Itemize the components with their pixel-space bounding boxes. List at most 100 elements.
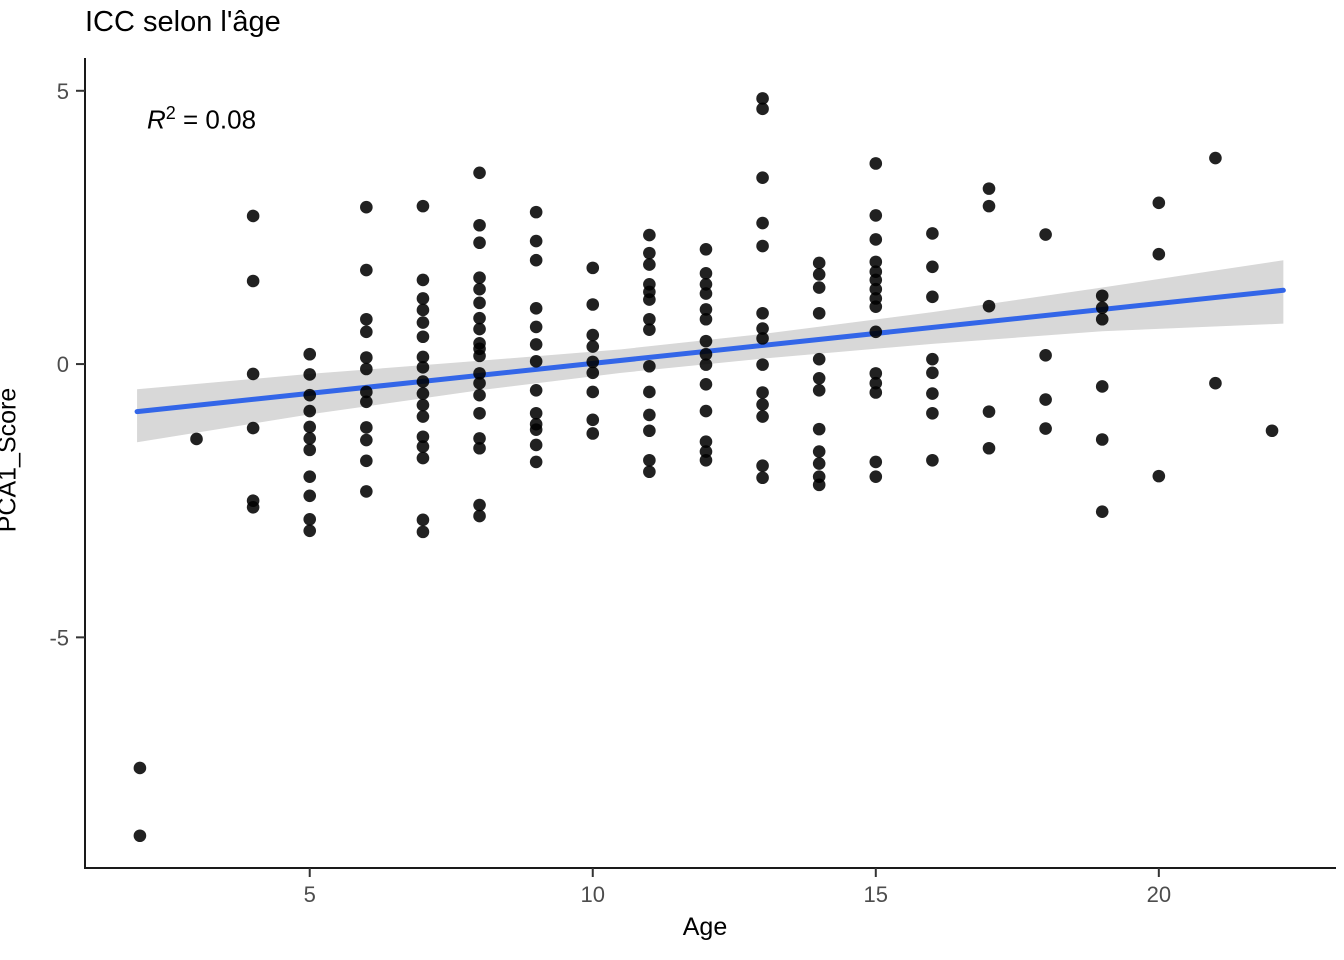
data-point [303, 420, 317, 434]
r-squared-annotation: R2 = 0.08 [147, 103, 256, 136]
data-point [303, 524, 317, 538]
data-point [133, 829, 147, 843]
data-point [303, 368, 317, 381]
data-point [699, 445, 713, 458]
data-point [529, 205, 543, 219]
data-point [699, 347, 713, 361]
data-point [190, 432, 203, 446]
data-point [473, 218, 486, 232]
data-point [473, 509, 486, 523]
data-point [869, 325, 883, 339]
data-point [643, 465, 656, 479]
y-tick-label: 0 [57, 352, 69, 377]
data-point [926, 453, 939, 467]
data-point [643, 293, 656, 306]
data-point [473, 388, 486, 402]
data-point [643, 424, 656, 438]
data-point [416, 513, 430, 527]
data-point [756, 322, 769, 335]
data-point [1039, 349, 1052, 362]
data-point [416, 199, 430, 213]
data-point [416, 330, 430, 344]
data-point [982, 199, 996, 213]
data-point [473, 432, 486, 445]
data-point [246, 274, 260, 288]
data-point [416, 410, 430, 423]
data-point [360, 312, 373, 326]
data-point [812, 256, 826, 270]
data-point [1152, 469, 1166, 483]
data-point [360, 454, 373, 468]
data-point [643, 258, 656, 271]
data-point [360, 385, 373, 399]
data-point [473, 322, 486, 336]
data-point [473, 166, 486, 180]
data-point [529, 302, 543, 315]
data-point [586, 413, 600, 427]
data-point [926, 290, 939, 304]
data-point [360, 485, 373, 498]
data-point [699, 287, 713, 300]
data-point [756, 471, 769, 485]
data-point [529, 455, 543, 469]
data-point [360, 325, 373, 339]
data-point [529, 406, 543, 420]
data-point [416, 430, 430, 444]
data-point [473, 376, 486, 390]
data-point [473, 406, 486, 420]
data-point [416, 387, 430, 400]
data-point [586, 328, 600, 342]
data-point [699, 404, 713, 418]
data-point [1095, 433, 1109, 446]
data-point [416, 451, 430, 465]
data-point [1039, 393, 1052, 406]
data-point [643, 228, 656, 242]
data-point [982, 299, 996, 313]
r-squared-exponent: 2 [165, 103, 176, 123]
data-point [756, 358, 769, 371]
data-point [643, 385, 656, 399]
data-point [812, 371, 826, 385]
data-point [529, 320, 543, 334]
data-point [756, 459, 769, 473]
data-point [812, 268, 826, 281]
data-point [133, 761, 147, 775]
data-point [416, 273, 430, 287]
data-point [1152, 247, 1166, 261]
data-point [869, 282, 883, 296]
data-point [756, 386, 769, 399]
data-point [529, 253, 543, 267]
data-point [1095, 301, 1109, 315]
data-point [1095, 505, 1109, 518]
data-point [982, 405, 996, 418]
data-point [529, 423, 543, 436]
data-point [869, 300, 883, 313]
data-point [869, 273, 883, 287]
data-point [1095, 380, 1109, 393]
r-squared-value: = 0.08 [175, 104, 257, 135]
data-point [812, 352, 826, 366]
data-point [699, 453, 713, 467]
data-point [529, 234, 543, 248]
data-point [473, 367, 486, 380]
data-point [1039, 228, 1052, 241]
data-point [869, 367, 883, 380]
x-tick-label: 10 [581, 882, 605, 907]
data-point [1152, 196, 1166, 210]
data-point [699, 303, 713, 316]
data-point [303, 489, 317, 503]
data-point [643, 359, 656, 373]
data-point [473, 311, 486, 325]
y-tick-label: 5 [57, 79, 69, 104]
data-point [643, 408, 656, 422]
data-point [869, 470, 883, 483]
data-point [360, 362, 373, 376]
data-point [756, 216, 769, 230]
data-point [869, 255, 883, 269]
data-point [699, 358, 713, 371]
data-point [869, 386, 883, 399]
data-point [1095, 289, 1109, 303]
data-point [586, 385, 600, 399]
data-point [473, 441, 486, 455]
